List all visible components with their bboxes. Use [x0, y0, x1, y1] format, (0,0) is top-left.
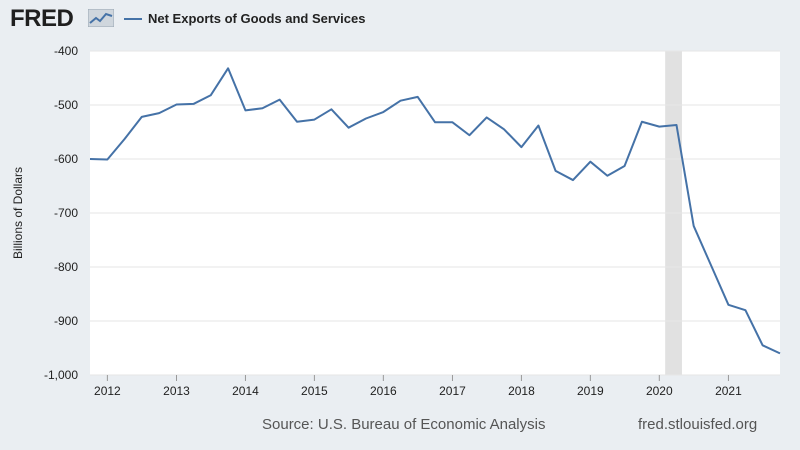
- data-point[interactable]: [347, 126, 351, 130]
- x-tick-label: 2015: [301, 384, 328, 398]
- data-point[interactable]: [571, 178, 575, 182]
- data-point[interactable]: [692, 224, 696, 228]
- series-line[interactable]: [89, 67, 781, 355]
- data-point[interactable]: [88, 157, 92, 161]
- data-point[interactable]: [381, 110, 385, 114]
- data-point[interactable]: [450, 120, 454, 124]
- data-point[interactable]: [743, 308, 747, 312]
- data-point[interactable]: [674, 123, 678, 127]
- data-point[interactable]: [657, 125, 661, 129]
- gridlines: [90, 50, 780, 376]
- source-url[interactable]: fred.stlouisfed.org: [638, 416, 758, 433]
- x-tick-label: 2017: [439, 384, 466, 398]
- data-point[interactable]: [123, 137, 127, 141]
- y-axis-label: Billions of Dollars: [11, 167, 25, 259]
- data-point[interactable]: [260, 106, 264, 110]
- y-tick-label: -600: [54, 152, 78, 166]
- x-tick-label: 2013: [163, 384, 190, 398]
- data-point[interactable]: [105, 158, 109, 162]
- fred-logo[interactable]: FRED: [10, 5, 74, 32]
- y-tick-label: -800: [54, 260, 78, 274]
- y-tick-label: -400: [54, 44, 78, 58]
- data-point[interactable]: [226, 66, 230, 70]
- data-point[interactable]: [399, 99, 403, 103]
- legend-swatch: [124, 18, 142, 20]
- data-point[interactable]: [726, 303, 730, 307]
- x-tick-label: 2020: [646, 384, 673, 398]
- x-tick-label: 2018: [508, 384, 535, 398]
- y-tick-label: -500: [54, 98, 78, 112]
- data-point[interactable]: [536, 124, 540, 128]
- x-tick-label: 2012: [94, 384, 121, 398]
- data-point[interactable]: [295, 120, 299, 124]
- x-tick-label: 2021: [715, 384, 742, 398]
- data-point[interactable]: [140, 115, 144, 119]
- x-tick-label: 2016: [370, 384, 397, 398]
- x-tick-label: 2014: [232, 384, 259, 398]
- data-point[interactable]: [243, 108, 247, 112]
- data-point[interactable]: [312, 118, 316, 122]
- data-point[interactable]: [416, 95, 420, 99]
- legend-label[interactable]: Net Exports of Goods and Services: [148, 11, 366, 26]
- data-point[interactable]: [485, 115, 489, 119]
- data-point[interactable]: [623, 164, 627, 168]
- data-point[interactable]: [778, 351, 782, 355]
- data-point[interactable]: [157, 111, 161, 115]
- data-point[interactable]: [467, 133, 471, 137]
- y-tick-label: -1,000: [44, 368, 78, 382]
- data-point[interactable]: [554, 169, 558, 173]
- chart-line-icon: [88, 9, 114, 27]
- data-point[interactable]: [709, 263, 713, 267]
- data-point[interactable]: [433, 120, 437, 124]
- data-point[interactable]: [588, 160, 592, 164]
- data-point[interactable]: [209, 93, 213, 97]
- source-note: Source: U.S. Bureau of Economic Analysis: [262, 416, 546, 433]
- y-tick-label: -700: [54, 206, 78, 220]
- data-point[interactable]: [605, 174, 609, 178]
- data-point[interactable]: [329, 107, 333, 111]
- y-tick-label: -900: [54, 314, 78, 328]
- series-group: [88, 66, 782, 355]
- data-point[interactable]: [192, 102, 196, 106]
- data-point[interactable]: [278, 98, 282, 102]
- data-point[interactable]: [640, 120, 644, 124]
- x-axis-ticks: 2012 2013 2014 2015 2016 2017 2018 2019 2020 2021: [94, 375, 742, 398]
- data-point[interactable]: [364, 117, 368, 121]
- data-point[interactable]: [175, 102, 179, 106]
- data-point[interactable]: [502, 127, 506, 131]
- x-tick-label: 2019: [577, 384, 604, 398]
- data-point[interactable]: [761, 343, 765, 347]
- data-point[interactable]: [519, 145, 523, 149]
- chart-header: FRED Net Exports of Goods and Services: [0, 0, 800, 40]
- y-axis-ticks: -400 -500 -600 -700 -800 -900 -1,000: [44, 44, 78, 382]
